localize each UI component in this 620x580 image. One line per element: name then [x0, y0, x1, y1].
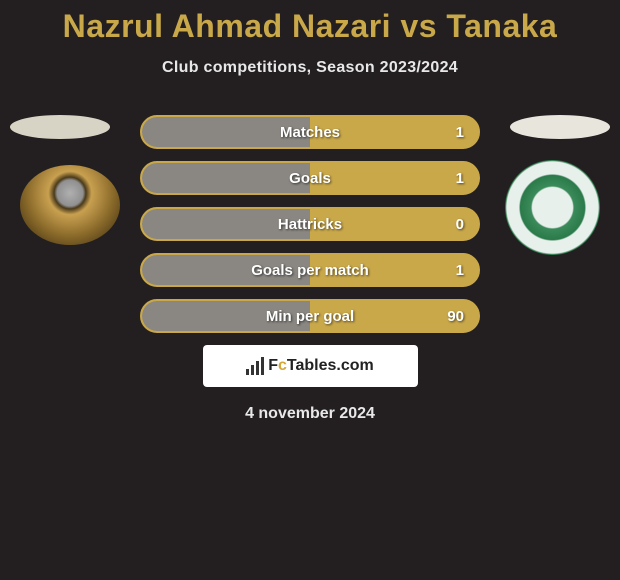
stat-value: 1: [456, 124, 464, 141]
stat-value: 1: [456, 262, 464, 279]
fctables-text: FcTables.com: [268, 357, 374, 375]
stat-label: Min per goal: [142, 308, 478, 325]
stat-value: 0: [456, 216, 464, 233]
stat-label: Goals: [142, 170, 478, 187]
page-title: Nazrul Ahmad Nazari vs Tanaka: [0, 0, 620, 45]
stat-bar: Matches1: [140, 115, 480, 149]
stat-bar: Goals per match1: [140, 253, 480, 287]
fctables-badge: FcTables.com: [203, 345, 418, 387]
stat-label: Matches: [142, 124, 478, 141]
stat-bar: Hattricks0: [140, 207, 480, 241]
subtitle: Club competitions, Season 2023/2024: [0, 59, 620, 77]
club-logo-left: [20, 165, 120, 245]
stat-bar: Goals1: [140, 161, 480, 195]
player-right-marker: [510, 115, 610, 139]
date-label: 4 november 2024: [0, 405, 620, 423]
stat-value: 90: [447, 308, 464, 325]
player-left-marker: [10, 115, 110, 139]
bars-icon: [246, 357, 264, 375]
stat-value: 1: [456, 170, 464, 187]
stat-bars: Matches1Goals1Hattricks0Goals per match1…: [140, 115, 480, 333]
club-logo-right: [505, 160, 600, 255]
stat-bar: Min per goal90: [140, 299, 480, 333]
stat-label: Goals per match: [142, 262, 478, 279]
stat-label: Hattricks: [142, 216, 478, 233]
comparison-panel: Matches1Goals1Hattricks0Goals per match1…: [0, 115, 620, 333]
